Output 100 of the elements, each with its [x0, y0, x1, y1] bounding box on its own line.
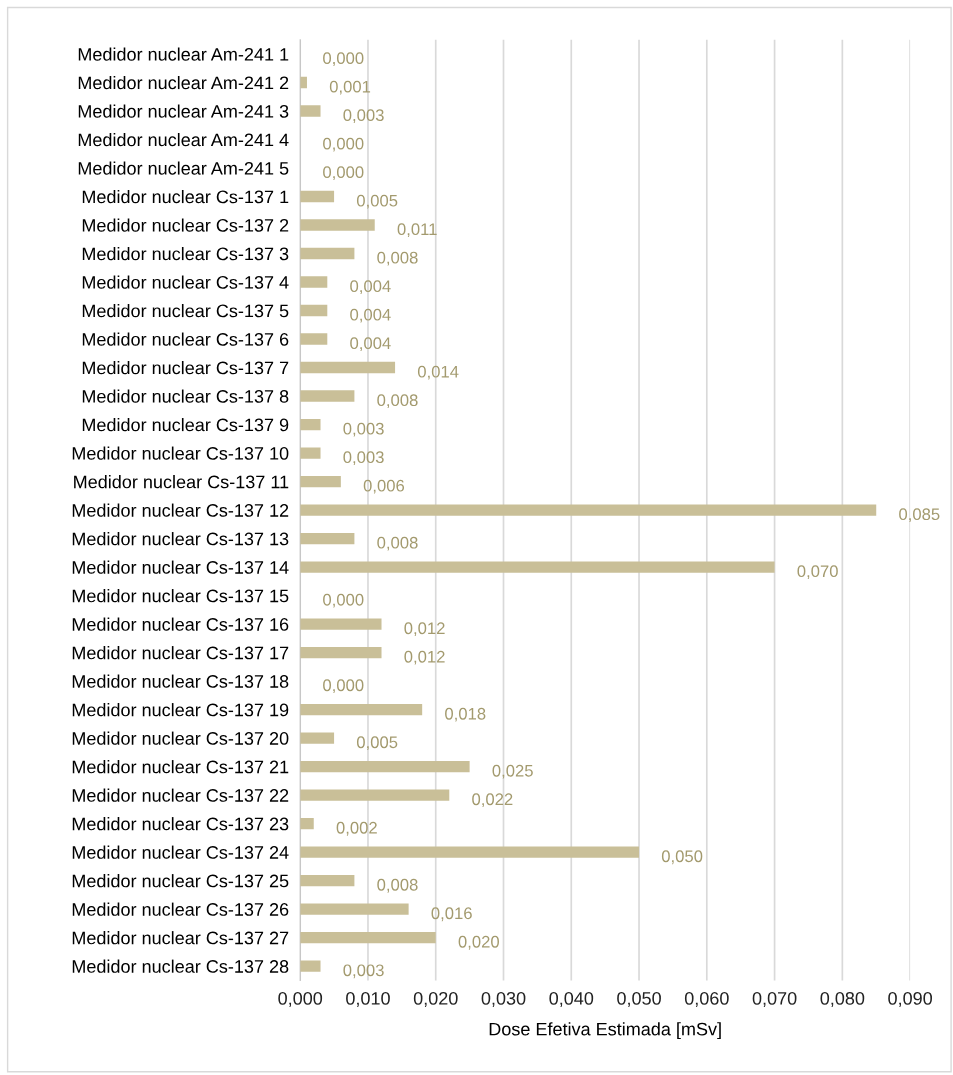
bar: [300, 390, 355, 402]
data-label: 0,000: [323, 137, 364, 152]
y-tick-label: Medidor nuclear Am-241 1: [78, 47, 289, 61]
data-label: 0,014: [417, 365, 459, 380]
data-label: 0,008: [377, 394, 418, 409]
bar: [300, 561, 775, 573]
y-tick-label: Medidor nuclear Am-241 2: [78, 75, 289, 90]
bar: [300, 219, 375, 231]
bar: [300, 361, 396, 374]
data-label: 0,003: [343, 422, 384, 437]
data-label: 0,003: [343, 964, 384, 979]
bar: [300, 931, 436, 944]
data-label: 0,012: [404, 622, 445, 637]
x-tick-label: 0,020: [413, 991, 458, 1007]
data-label: 0,005: [356, 194, 398, 209]
y-tick-label: Medidor nuclear Cs-137 11: [74, 475, 289, 489]
y-tick-label: Medidor nuclear Cs-137 14: [72, 560, 289, 574]
bar: [300, 960, 321, 972]
x-tick-label: 0,040: [549, 991, 594, 1007]
y-tick-label: Medidor nuclear Cs-137 13: [72, 532, 289, 546]
y-tick-label: Medidor nuclear Cs-137 21: [72, 760, 289, 774]
data-label: 0,085: [899, 508, 940, 523]
bar: [300, 475, 341, 488]
x-axis-title: Dose Efetiva Estimada [mSv]: [489, 1022, 721, 1040]
y-tick-label: Medidor nuclear Cs-137 4: [82, 275, 289, 289]
y-tick-label: Medidor nuclear Cs-137 10: [72, 446, 289, 460]
y-tick-label: Medidor nuclear Cs-137 2: [82, 218, 289, 232]
bar: [300, 646, 382, 659]
data-label: 0,050: [661, 850, 703, 865]
bar: [300, 532, 355, 545]
data-label: 0,000: [323, 593, 364, 608]
y-tick-label: Medidor nuclear Cs-137 28: [72, 959, 289, 973]
data-label: 0,016: [431, 907, 472, 922]
y-tick-label: Medidor nuclear Cs-137 17: [72, 646, 289, 660]
y-tick-label: Medidor nuclear Cs-137 7: [82, 361, 289, 375]
y-tick-label: Medidor nuclear Cs-137 6: [82, 332, 289, 346]
bar: [300, 304, 328, 317]
bar: [300, 333, 328, 345]
bar: [300, 874, 355, 887]
y-tick-label: Medidor nuclear Cs-137 9: [82, 418, 289, 432]
y-tick-label: Medidor nuclear Cs-137 3: [82, 247, 289, 261]
data-label: 0,002: [336, 821, 377, 836]
data-label: 0,008: [377, 878, 418, 893]
bar: [300, 789, 450, 801]
data-label: 0,022: [472, 793, 513, 808]
x-tick-label: 0,080: [820, 991, 865, 1007]
data-label: 0,006: [363, 479, 405, 494]
bar: [300, 276, 328, 288]
x-tick-label: 0,070: [752, 991, 797, 1007]
y-tick-label: Medidor nuclear Cs-137 8: [82, 389, 289, 403]
data-label: 0,004: [350, 308, 391, 323]
y-tick-label: Medidor nuclear Cs-137 15: [72, 589, 289, 603]
y-tick-label: Medidor nuclear Cs-137 23: [72, 817, 289, 831]
y-tick-label: Medidor nuclear Cs-137 20: [72, 731, 289, 745]
y-tick-label: Medidor nuclear Cs-137 25: [72, 874, 289, 888]
x-tick-label: 0,030: [481, 991, 526, 1007]
y-tick-label: Medidor nuclear Am-241 3: [78, 104, 289, 118]
bar: [300, 618, 382, 630]
y-tick-label: Medidor nuclear Cs-137 18: [72, 674, 289, 688]
data-label: 0,005: [356, 736, 398, 751]
y-tick-label: Medidor nuclear Am-241 4: [78, 133, 289, 147]
x-tick-label: 0,060: [684, 991, 729, 1007]
x-tick-label: 0,010: [346, 991, 390, 1007]
bar: [300, 418, 321, 431]
data-label: 0,000: [323, 52, 364, 67]
data-label: 0,004: [350, 280, 391, 295]
bar: [300, 817, 314, 830]
bar: [300, 903, 409, 915]
data-label: 0,008: [377, 536, 418, 551]
y-tick-label: Medidor nuclear Cs-137 26: [72, 902, 289, 916]
y-tick-label: Medidor nuclear Cs-137 5: [82, 304, 289, 318]
data-label: 0,003: [343, 451, 384, 466]
data-label: 0,070: [797, 565, 838, 580]
x-tick-label: 0,090: [888, 991, 932, 1007]
bar: [300, 105, 321, 117]
bar: [300, 846, 640, 858]
y-tick-label: Medidor nuclear Cs-137 19: [72, 703, 289, 717]
bar: [300, 703, 423, 716]
bar: [300, 447, 321, 459]
data-label: 0,012: [404, 650, 445, 665]
data-label: 0,008: [377, 251, 418, 266]
x-tick-label: 0,000: [278, 991, 323, 1007]
y-tick-label: Medidor nuclear Cs-137 24: [72, 845, 289, 859]
y-tick-label: Medidor nuclear Cs-137 16: [72, 617, 289, 631]
data-label: 0,003: [343, 109, 384, 124]
data-label: 0,025: [492, 764, 533, 779]
y-tick-label: Medidor nuclear Cs-137 27: [72, 931, 289, 945]
data-label: 0,000: [323, 166, 364, 181]
bar: [300, 504, 877, 516]
data-label: 0,004: [350, 337, 391, 352]
y-tick-label: Medidor nuclear Cs-137 1: [82, 190, 289, 204]
bar: [300, 247, 355, 260]
x-tick-label: 0,050: [617, 991, 661, 1007]
bar: [300, 732, 335, 744]
y-tick-label: Medidor nuclear Cs-137 22: [72, 788, 289, 802]
data-label: 0,000: [323, 679, 364, 694]
data-label: 0,011: [397, 223, 437, 238]
data-label: 0,018: [445, 707, 486, 722]
y-tick-label: Medidor nuclear Am-241 5: [78, 161, 289, 175]
data-label: 0,001: [329, 80, 371, 95]
